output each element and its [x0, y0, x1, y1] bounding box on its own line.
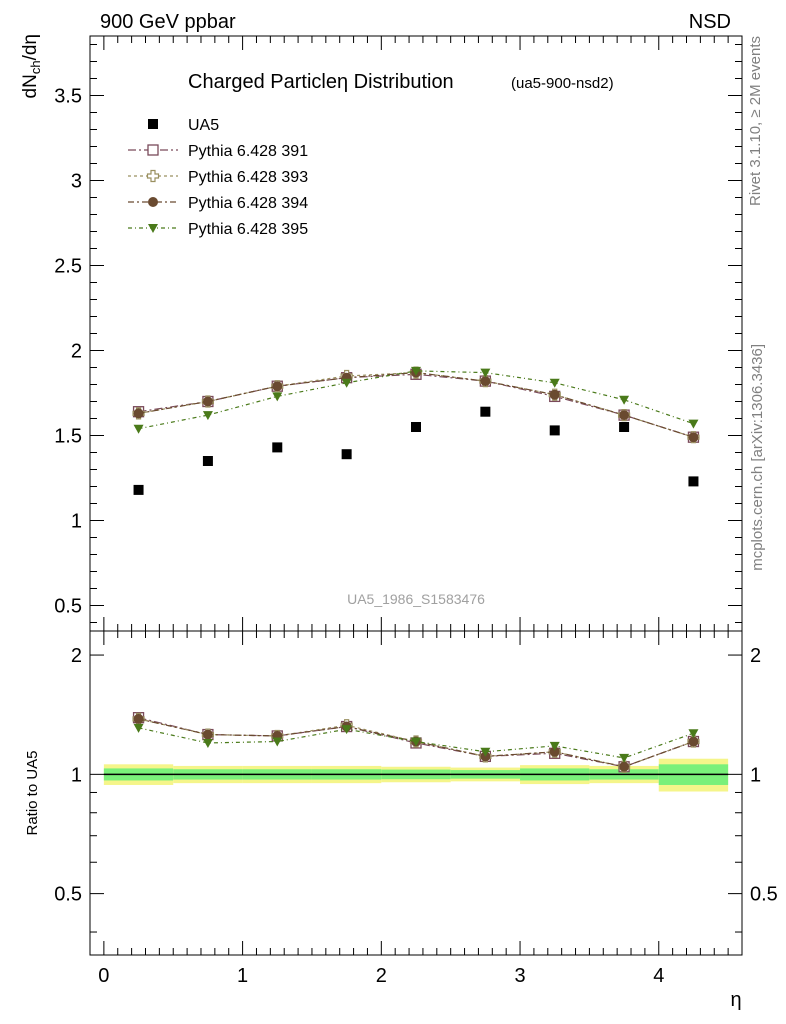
rivet-label: Rivet 3.1.10, ≥ 2M events — [747, 36, 764, 206]
ratio-data-point — [549, 741, 560, 751]
y-tick-label: 1.5 — [54, 426, 82, 448]
legend-item: Pythia 6.428 395 — [128, 221, 308, 238]
legend-label: Pythia 6.428 395 — [188, 221, 308, 238]
legend-marker — [146, 169, 160, 183]
data-point — [272, 381, 283, 392]
ratio-data-point — [272, 737, 283, 747]
data-point — [341, 378, 352, 388]
ratio-uncertainty-band — [103, 758, 729, 792]
ratio-y-tick-label-right: 1 — [750, 764, 761, 786]
ratio-data-point — [688, 729, 699, 739]
data-point — [272, 392, 283, 402]
watermark: UA5_1986_S1583476 — [347, 591, 485, 607]
main-axis-ticks: 0.5 1 1.5 2 2.5 3 3.5 — [54, 36, 743, 631]
ratio-data-point — [480, 747, 491, 757]
data-point — [133, 408, 144, 419]
ratio-data-point — [133, 713, 144, 724]
x-tick-label: 4 — [653, 965, 664, 987]
ratio-data-point — [619, 761, 630, 772]
legend-item: Pythia 6.428 394 — [128, 195, 308, 212]
series-pythia-6-428-395 — [133, 366, 699, 434]
ratio-y-tick-label-right: 2 — [750, 645, 761, 667]
ratio-data-layer — [132, 712, 700, 773]
x-axis-label: η — [730, 989, 741, 1011]
x-tick-label: 1 — [237, 965, 248, 987]
legend-marker — [148, 119, 158, 129]
ratio-data-point — [133, 723, 144, 733]
y-tick-label: 0.5 — [54, 596, 82, 618]
data-point — [480, 406, 491, 417]
y-tick-label: 1 — [71, 511, 82, 533]
legend-item: UA5 — [148, 117, 219, 134]
series-ua5 — [133, 406, 699, 495]
data-point — [549, 425, 560, 436]
data-point — [688, 419, 699, 429]
data-point — [341, 449, 352, 460]
y-axis-label: dNch/dη — [20, 34, 43, 98]
main-panel: 0.5 1 1.5 2 2.5 3 3.5 Charged Particleη Distri… — [20, 34, 743, 632]
chart-title: Charged Particleη Distribution — [188, 71, 454, 93]
legend-label: UA5 — [188, 117, 219, 134]
data-point — [480, 376, 491, 387]
data-point — [133, 424, 144, 434]
data-point — [202, 396, 213, 407]
data-point — [272, 442, 283, 453]
x-tick-label: 0 — [98, 965, 109, 987]
ratio-data-point — [202, 729, 213, 740]
data-point — [480, 368, 491, 378]
data-point — [411, 422, 421, 432]
x-tick-label: 2 — [376, 965, 387, 987]
chart-subtitle: (ua5-900-nsd2) — [511, 75, 614, 92]
data-point — [619, 395, 630, 405]
ratio-y-tick-label-right: 0.5 — [750, 884, 778, 906]
ratio-series-pythia-6-428-395 — [133, 723, 699, 763]
legend-item: Pythia 6.428 393 — [128, 169, 308, 186]
legend-item: Pythia 6.428 391 — [128, 143, 308, 160]
ratio-series-line — [138, 718, 694, 768]
header-left: 900 GeV ppbar — [100, 11, 236, 33]
ratio-frame — [89, 630, 743, 956]
legend: UA5 Pythia 6.428 391 Pythia 6.428 393 Pythi… — [128, 117, 308, 238]
data-point — [619, 410, 630, 421]
mcplots-label: mcplots.cern.ch [arXiv:1306.3436] — [749, 344, 766, 571]
ratio-panel: 0 1 2 3 4 0.5 0.5 1 1 2 2 Ratio to UA5 η — [24, 630, 778, 1011]
ratio-data-point — [688, 736, 699, 747]
ratio-data-point — [549, 746, 560, 757]
data-point — [549, 378, 560, 388]
data-point — [202, 411, 213, 421]
ratio-y-tick-label: 2 — [71, 645, 82, 667]
series-line — [138, 371, 694, 438]
ratio-y-tick-label: 1 — [71, 764, 82, 786]
legend-marker — [148, 224, 158, 233]
ratio-data-point — [202, 738, 213, 748]
data-point — [202, 456, 213, 466]
ratio-data-point — [411, 737, 421, 747]
main-data-layer — [132, 366, 700, 495]
ratio-data-point — [341, 725, 352, 735]
y-tick-label: 2 — [71, 341, 82, 363]
data-point — [619, 422, 630, 432]
header-right: NSD — [689, 11, 731, 33]
y-tick-label: 2.5 — [54, 256, 82, 278]
legend-marker — [148, 197, 158, 207]
data-point — [133, 484, 144, 495]
ratio-axis-ticks: 0 1 2 3 4 0.5 0.5 1 1 2 2 — [54, 631, 778, 987]
legend-label: Pythia 6.428 394 — [188, 195, 308, 212]
y-tick-label: 3 — [71, 171, 82, 193]
data-point — [549, 389, 560, 400]
ratio-y-label: Ratio to UA5 — [24, 750, 41, 835]
x-tick-label: 3 — [514, 965, 525, 987]
legend-marker — [147, 144, 159, 156]
ratio-y-tick-label: 0.5 — [54, 884, 82, 906]
data-point — [688, 476, 699, 487]
legend-label: Pythia 6.428 391 — [188, 143, 308, 160]
y-tick-label: 3.5 — [54, 86, 82, 108]
legend-label: Pythia 6.428 393 — [188, 169, 308, 186]
data-point — [688, 432, 699, 443]
data-point — [411, 366, 421, 376]
ratio-data-point — [619, 753, 630, 763]
